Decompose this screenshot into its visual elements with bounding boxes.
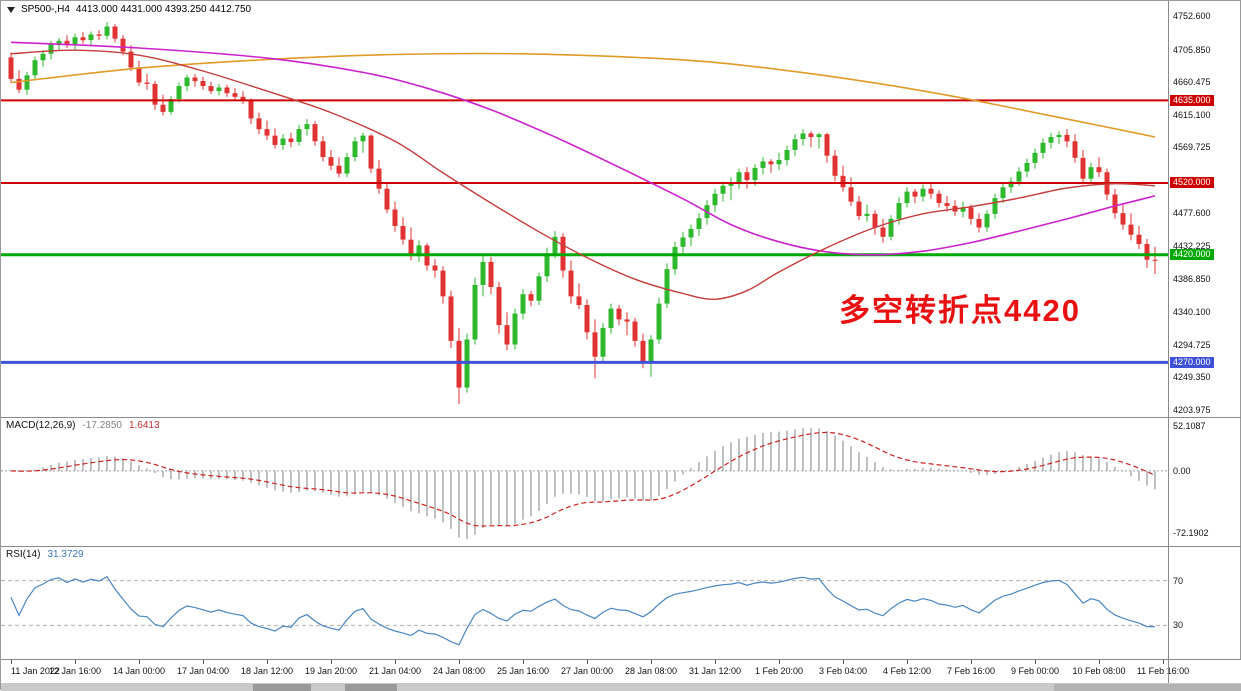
price-level-badge: 4635.000 [1170,94,1214,106]
price-scale-axis[interactable]: 4752.600 4705.850 4660.475 4615.100 4569.725… [1169,1,1241,683]
rsi-canvas[interactable] [1,547,1168,659]
macd-panel[interactable]: MACD(12,26,9) -17.2850 1.6413 [1,418,1168,546]
taskbar-segment [345,684,397,691]
time-tick-mark [523,660,524,664]
time-axis-label: 12 Jan 16:00 [48,666,102,676]
time-tick-mark [971,660,972,664]
time-tick-mark [203,660,204,664]
macd-label: MACD(12,26,9) -17.2850 1.6413 [6,420,160,431]
macd-tick-label: 52.1087 [1173,421,1206,432]
time-axis-label: 17 Jan 04:00 [176,666,230,676]
time-axis-label: 31 Jan 12:00 [688,666,742,676]
price-tick-label: 4340.100 [1173,307,1211,318]
price-tick-label: 4432.225 [1173,240,1211,251]
macd-tick-label: -72.1902 [1173,527,1209,538]
time-tick-mark [715,660,716,664]
time-axis-label: 9 Feb 00:00 [1010,666,1060,676]
macd-canvas[interactable] [1,418,1168,546]
time-axis-label: 14 Jan 00:00 [112,666,166,676]
rsi-line [10,575,1155,646]
time-axis-label: 19 Jan 20:00 [304,666,358,676]
time-axis-label: 11 Feb 16:00 [1136,666,1190,676]
chart-title: SP500-,H4 4413.000 4431.000 4393.250 441… [7,4,251,15]
time-axis-label: 1 Feb 20:00 [754,666,804,676]
price-tick-label: 4203.975 [1173,404,1211,415]
time-scale-axis[interactable]: 11 Jan 2022 12 Jan 16:00 14 Jan 00:00 17 Ja… [1,660,1241,683]
price-level-badge: 4420.000 [1170,249,1214,261]
price-tick-label: 4705.850 [1173,44,1211,55]
panel-resize-divider[interactable] [1,417,1241,418]
price-axis-separator [1168,1,1169,683]
price-tick-label: 4294.725 [1173,339,1211,350]
price-tick-label: 4660.475 [1173,77,1211,88]
price-chart-canvas[interactable] [1,1,1168,417]
rsi-name: RSI(14) [6,549,41,560]
price-level-badge: 4520.000 [1170,177,1214,189]
taskbar-strip [1,683,1241,691]
macd-histogram [18,428,1156,540]
time-axis-label: 10 Feb 08:00 [1072,666,1126,676]
price-tick-label: 4752.600 [1173,11,1211,21]
price-tick-label: 4249.350 [1173,372,1211,383]
time-tick-mark [1035,660,1036,664]
chart-menu-icon[interactable] [7,6,15,13]
time-axis-label: 27 Jan 00:00 [560,666,614,676]
rsi-tick-label: 70 [1173,575,1184,586]
time-tick-mark [779,660,780,664]
ma-long-orange [10,52,1156,138]
price-panel[interactable]: SP500-,H4 4413.000 4431.000 4393.250 441… [1,1,1168,417]
time-axis-label: 28 Jan 08:00 [624,666,678,676]
time-axis-label: 4 Feb 12:00 [882,666,932,676]
symbol-period-label: SP500-,H4 [21,4,70,15]
time-tick-mark [139,660,140,664]
price-tick-label: 4615.100 [1173,109,1211,120]
taskbar-segment [253,684,311,691]
price-tick-label: 4569.725 [1173,142,1211,153]
macd-name: MACD(12,26,9) [6,420,76,431]
time-axis-label: 7 Feb 16:00 [946,666,996,676]
time-tick-mark [395,660,396,664]
panel-resize-divider[interactable] [1,659,1241,660]
time-tick-mark [331,660,332,664]
taskbar-segment [1054,684,1241,691]
rsi-panel[interactable]: RSI(14) 31.3729 [1,547,1168,659]
candles-layer [8,22,1158,405]
panel-resize-divider[interactable] [1,546,1241,547]
ohlc-readout: 4413.000 4431.000 4393.250 4412.750 [75,4,252,15]
time-tick-mark [1099,660,1100,664]
time-tick-mark [587,660,588,664]
time-tick-mark [459,660,460,664]
rsi-tick-label: 30 [1173,620,1184,631]
time-tick-mark [651,660,652,664]
time-axis-label: 3 Feb 04:00 [818,666,868,676]
macd-signal-line [10,431,1156,527]
rsi-value: 31.3729 [47,549,84,560]
time-tick-mark [843,660,844,664]
ma-mid-red [10,49,1156,301]
time-axis-label: 11 Jan 2022 [11,666,60,676]
price-tick-label: 4386.850 [1173,273,1211,284]
annotation-text[interactable]: 多空转折点4420 [839,293,1081,328]
time-tick-mark [1163,660,1164,664]
macd-signal-value: 1.6413 [128,420,160,431]
time-tick-mark [11,660,12,664]
time-tick-mark [267,660,268,664]
time-axis-label: 18 Jan 12:00 [240,666,294,676]
time-tick-mark [75,660,76,664]
ma-slow-magenta [10,41,1156,256]
time-axis-label: 21 Jan 04:00 [368,666,422,676]
price-tick-label: 4477.600 [1173,208,1211,219]
macd-main-value: -17.2850 [82,420,122,431]
time-axis-label: 25 Jan 16:00 [496,666,550,676]
price-level-badge: 4270.000 [1170,356,1214,368]
macd-tick-label: 0.00 [1173,465,1191,476]
time-axis-label: 24 Jan 08:00 [432,666,486,676]
rsi-label: RSI(14) 31.3729 [6,549,84,560]
time-tick-mark [907,660,908,664]
